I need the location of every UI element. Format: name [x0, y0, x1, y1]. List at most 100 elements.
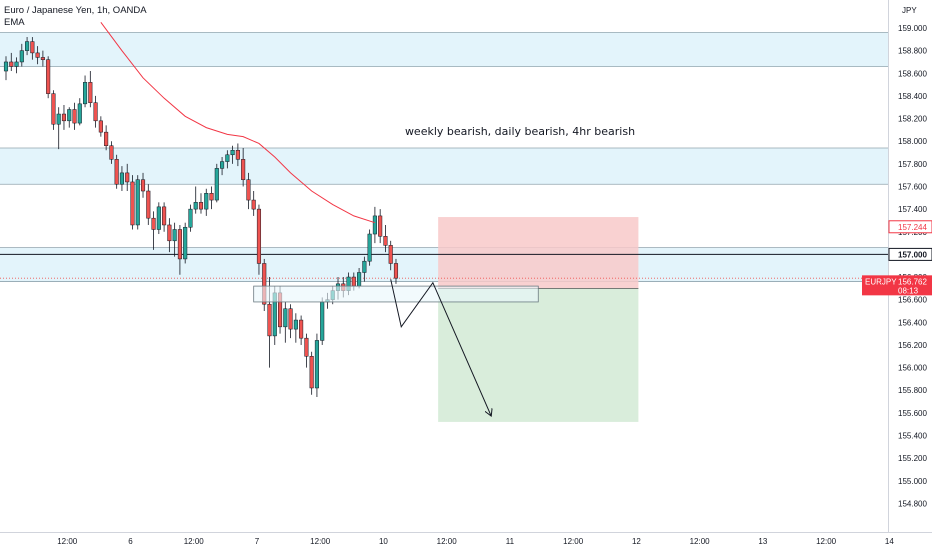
price-tick-0: 159.000 — [898, 24, 927, 33]
price-tick-4: 158.200 — [898, 115, 927, 124]
time-tick-7: 11 — [506, 537, 515, 546]
badge-price-2: 156.762 — [898, 277, 927, 286]
candle-body-59 — [314, 340, 319, 389]
candle-body-71 — [378, 215, 383, 237]
price-tick-8: 157.400 — [898, 205, 927, 214]
candle-body-26 — [140, 179, 146, 192]
candlestick-series — [3, 37, 399, 398]
candle-body-60 — [320, 301, 325, 341]
candle-body-20 — [109, 145, 114, 160]
candle-body-19 — [104, 131, 109, 146]
price-axis[interactable]: 159.000 158.800 158.600 158.400 158.200 158.0… — [888, 0, 928, 532]
candle-body-48 — [256, 208, 262, 264]
price-tick-7: 157.600 — [898, 182, 927, 191]
candle-body-69 — [367, 233, 372, 262]
chart-header: Euro / Japanese Yen, 1h, OANDA EMA — [4, 5, 147, 29]
time-tick-1: 6 — [128, 537, 133, 546]
candle-body-46 — [246, 179, 251, 201]
price-tick-19: 155.200 — [898, 454, 927, 463]
candle-body-35 — [188, 208, 193, 228]
candle-body-24 — [130, 181, 135, 226]
time-tick-8: 12:00 — [563, 537, 584, 546]
time-tick-4: 12:00 — [310, 537, 331, 546]
time-tick-10: 12:00 — [690, 537, 711, 546]
candle-body-54 — [288, 308, 293, 330]
candle-body-37 — [198, 202, 204, 210]
time-tick-12: 12:00 — [816, 537, 837, 546]
zone-1 — [0, 147, 888, 185]
candle-body-50 — [267, 303, 272, 337]
candle-body-38 — [204, 193, 209, 210]
candle-body-29 — [156, 206, 161, 230]
candle-body-72 — [383, 236, 388, 246]
candle-body-36 — [193, 202, 198, 210]
candle-body-10 — [56, 113, 61, 125]
price-tick-18: 155.400 — [898, 432, 927, 441]
price-tick-16: 155.800 — [898, 386, 927, 395]
candle-body-49 — [262, 263, 267, 305]
price-tick-17: 155.600 — [898, 409, 927, 418]
candle-body-66 — [351, 276, 356, 287]
demand-box[interactable] — [253, 285, 539, 303]
candle-body-41 — [220, 161, 225, 169]
candle-body-30 — [162, 206, 167, 226]
candle-body-11 — [61, 113, 67, 122]
candle-body-1 — [9, 61, 14, 67]
ema-line — [100, 22, 376, 224]
time-tick-6: 12:00 — [437, 537, 458, 546]
price-tick-20: 155.000 — [898, 477, 927, 486]
chart-annotation[interactable]: weekly bearish, daily bearish, 4hr beari… — [405, 125, 635, 138]
candle-body-31 — [167, 224, 172, 242]
symbol-title[interactable]: Euro / Japanese Yen, 1h, OANDA — [4, 5, 147, 16]
candle-body-9 — [51, 93, 56, 125]
candle-body-12 — [67, 109, 72, 122]
badge-bg-2 — [862, 275, 932, 296]
price-tick-13: 156.400 — [898, 318, 927, 327]
candle-body-32 — [172, 229, 177, 242]
zone-0 — [0, 32, 888, 67]
price-tick-1: 158.800 — [898, 47, 927, 56]
indicator-label[interactable]: EMA — [4, 17, 25, 28]
currency-label[interactable]: JPY — [902, 6, 917, 15]
candle-body-27 — [146, 190, 151, 219]
candle-body-18 — [98, 120, 103, 133]
short-position-tool[interactable] — [438, 217, 639, 422]
candle-body-73 — [388, 245, 393, 264]
horizontal-level-line[interactable] — [0, 253, 888, 279]
candle-body-33 — [177, 229, 182, 260]
candle-body-8 — [46, 59, 51, 94]
badge-price-0: 157.244 — [898, 223, 927, 232]
projection-path[interactable] — [390, 279, 491, 415]
candle-body-6 — [35, 52, 40, 58]
candle-body-39 — [209, 193, 214, 201]
time-axis[interactable]: 12:00 6 12:00 7 12:00 10 12:00 11 12:00 12 12:00 13… — [0, 532, 932, 547]
time-tick-0: 12:00 — [57, 537, 78, 546]
candle-body-74 — [393, 263, 399, 279]
ema-path — [100, 22, 376, 224]
candle-body-40 — [214, 168, 219, 201]
candle-body-14 — [77, 103, 82, 124]
price-tick-6: 157.800 — [898, 160, 927, 169]
candle-body-21 — [114, 159, 119, 185]
candle-body-44 — [235, 150, 240, 160]
stop-loss-area — [438, 217, 639, 289]
badge-countdown: 08:13 — [898, 286, 919, 295]
candle-body-4 — [25, 41, 30, 51]
price-tick-2: 158.600 — [898, 69, 927, 78]
price-tick-21: 154.800 — [898, 499, 927, 508]
candle-body-53 — [283, 308, 288, 328]
candle-body-23 — [125, 172, 130, 183]
candle-body-57 — [304, 337, 309, 357]
candle-body-25 — [135, 179, 140, 226]
projection-line — [390, 279, 491, 415]
time-tick-2: 12:00 — [184, 537, 205, 546]
take-profit-area — [438, 288, 639, 422]
candle-body-5 — [30, 41, 35, 54]
badge-price-1: 157.000 — [898, 250, 927, 259]
time-tick-11: 13 — [758, 537, 767, 546]
candle-body-45 — [241, 159, 246, 180]
candle-body-15 — [83, 82, 88, 105]
candle-body-67 — [357, 272, 362, 287]
